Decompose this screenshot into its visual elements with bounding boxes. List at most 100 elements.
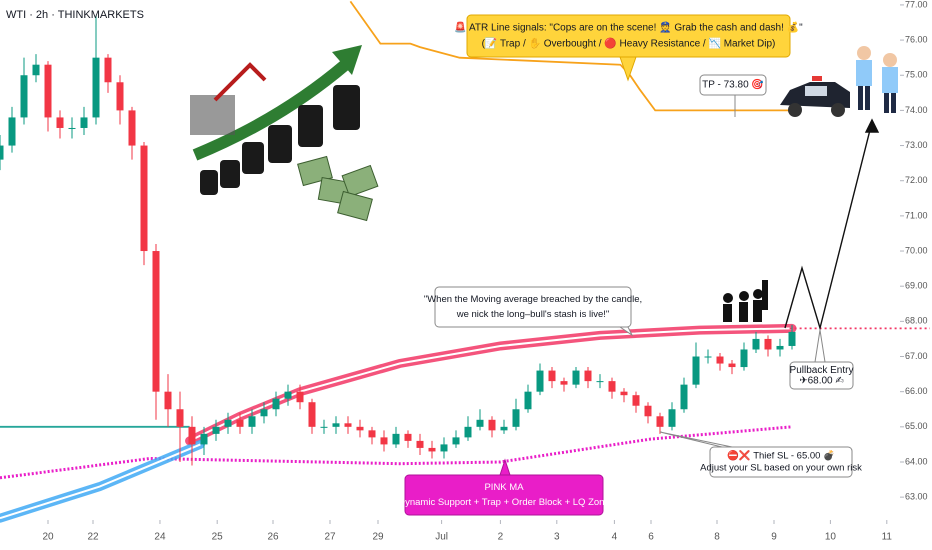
candle-body [104, 57, 112, 83]
candle-body [644, 405, 652, 417]
candle-body [380, 437, 388, 445]
chart-title: WTI · 2h · THINKMARKETS [6, 9, 144, 21]
candle-body [620, 391, 628, 396]
annotation-pointer [659, 431, 733, 448]
annotation-box [434, 286, 632, 328]
candle-body [668, 409, 676, 427]
y-tick-label: 73.00 [905, 140, 928, 150]
candle-body [416, 440, 424, 448]
police-illustration [780, 46, 898, 117]
candle-body [92, 57, 100, 118]
candle-body [440, 444, 448, 452]
annotation-text: Adjust your SL based on your own risk [700, 462, 862, 473]
candle-body [536, 370, 544, 392]
y-tick-label: 77.00 [905, 0, 928, 9]
candle-body [248, 416, 256, 427]
x-tick-label: 3 [554, 532, 560, 543]
line-series [0, 425, 793, 480]
candle-body [728, 363, 736, 368]
annotation-text: PINK MA [484, 482, 524, 493]
candle-body [308, 402, 316, 427]
x-tick-label: 20 [42, 532, 54, 543]
candle-body [788, 331, 796, 346]
annotation-box [466, 14, 791, 58]
ma-band-core [0, 443, 201, 520]
candle-body [608, 381, 616, 392]
x-tick-label: 24 [154, 532, 166, 543]
candle-body [272, 398, 280, 410]
candle-body [224, 419, 232, 427]
candle-body [332, 423, 340, 427]
annotation: TP - 73.80 🎯 [699, 74, 767, 96]
y-tick-label: 72.00 [905, 175, 928, 185]
candle-body [680, 384, 688, 410]
candle-body [572, 370, 580, 385]
x-tick-label: 10 [825, 532, 837, 543]
candle-body [776, 345, 784, 350]
annotation-pointer [618, 326, 634, 337]
annotation: 🚨 ATR Line signals: "Cops are on the sce… [454, 14, 803, 82]
annotation-pointer [814, 329, 826, 363]
candle-body [116, 82, 124, 111]
candle-body [428, 447, 436, 452]
x-tick-label: 27 [324, 532, 336, 543]
annotation: Pullback Entry✈68.00 ✍ [789, 329, 854, 390]
candle-body [0, 145, 4, 160]
candle-body [476, 419, 484, 427]
annotation-text: Pullback Entry [790, 365, 854, 376]
candle-body [632, 395, 640, 406]
projection-path [784, 118, 880, 331]
candle-body [236, 419, 244, 427]
y-tick-label: 74.00 [905, 105, 928, 115]
candle-body [152, 251, 160, 392]
candle-body [344, 423, 352, 427]
oil-illustration [190, 45, 379, 222]
annotation-text: 🚨 ATR Line signals: "Cops are on the sce… [454, 21, 803, 34]
x-tick-label: 26 [267, 532, 279, 543]
candle-body [32, 64, 40, 76]
x-tick-label: 4 [612, 532, 618, 543]
candle-body [8, 117, 16, 146]
x-tick-label: 8 [714, 532, 720, 543]
candle-body [452, 437, 460, 445]
annotation-text: ⛔❌ Thief SL - 65.00 💣 [727, 450, 835, 462]
candle-body [392, 433, 400, 445]
candle-body [704, 356, 712, 358]
candle-body [560, 381, 568, 385]
y-tick-label: 76.00 [905, 34, 928, 44]
x-tick-label: 25 [212, 532, 224, 543]
annotation-pointer [499, 458, 511, 476]
candle-body [176, 409, 184, 427]
candle-body [500, 426, 508, 431]
y-tick-label: 64.00 [905, 456, 928, 466]
x-tick-label: 29 [372, 532, 384, 543]
candle-body [656, 416, 664, 427]
candle-body [140, 145, 148, 252]
annotation: PINK MA Dynamic Support + Trap + Order Bl… [398, 458, 610, 516]
candle-body [596, 381, 604, 383]
candle-body [716, 356, 724, 364]
candle-body [512, 409, 520, 427]
ma-band-core [189, 327, 793, 442]
y-tick-label: 71.00 [905, 210, 928, 220]
candle-body [20, 75, 28, 118]
candle-body [68, 127, 76, 129]
annotation-text: "When the Moving average breached by the… [424, 294, 642, 305]
candle-body [128, 110, 136, 146]
candle-body [584, 370, 592, 382]
candle-body [320, 426, 328, 428]
y-tick-label: 69.00 [905, 281, 928, 291]
line-series [349, 0, 790, 112]
y-tick-label: 65.00 [905, 421, 928, 431]
annotation: ⛔❌ Thief SL - 65.00 💣Adjust your SL base… [659, 431, 862, 478]
candle-body [56, 117, 64, 128]
candle-body [740, 349, 748, 368]
annotation-box [699, 74, 767, 96]
x-tick-label: 11 [882, 532, 893, 543]
annotation-box [709, 446, 853, 478]
candle-body [296, 391, 304, 403]
x-tick-label: 22 [87, 532, 99, 543]
candle-body [164, 391, 172, 410]
